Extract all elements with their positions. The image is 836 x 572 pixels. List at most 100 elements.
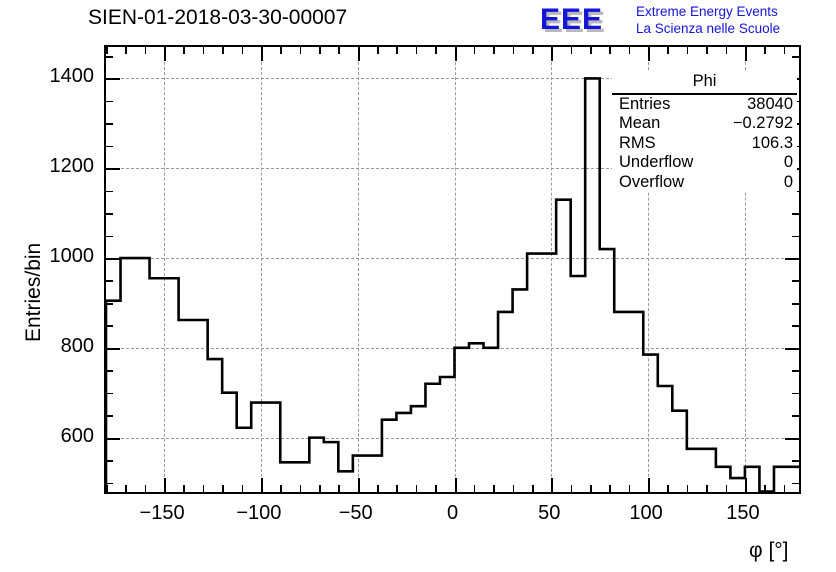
gridline-horizontal bbox=[106, 168, 799, 170]
axis-tick bbox=[686, 485, 689, 492]
axis-tick bbox=[792, 280, 799, 283]
axis-tick bbox=[125, 485, 127, 492]
stats-box: Phi Entries 38040 Mean −0.2792 RMS 106.3 Under… bbox=[612, 72, 797, 192]
axis-tick bbox=[396, 47, 398, 54]
stats-key: Overflow bbox=[619, 172, 685, 191]
axis-tick bbox=[144, 47, 147, 54]
stats-value: 0 bbox=[783, 153, 793, 171]
axis-tick bbox=[590, 485, 592, 492]
axis-tick bbox=[512, 47, 515, 54]
axis-tick bbox=[299, 485, 302, 492]
axis-tick bbox=[144, 485, 147, 492]
axis-tick bbox=[725, 485, 728, 492]
axis-tick bbox=[764, 47, 766, 54]
eee-logo-mark: EEE bbox=[540, 3, 604, 36]
axis-tick bbox=[531, 485, 534, 492]
axis-tick bbox=[280, 485, 282, 492]
axis-tick bbox=[792, 302, 799, 305]
axis-tick bbox=[706, 485, 708, 492]
axis-tick bbox=[396, 485, 398, 492]
axis-tick bbox=[260, 47, 263, 61]
axis-tick bbox=[473, 485, 476, 492]
axis-tick bbox=[792, 213, 799, 215]
gridline-vertical bbox=[164, 47, 166, 492]
gridline-horizontal bbox=[106, 437, 799, 439]
page-title: SIEN-01-2018-03-30-00007 bbox=[88, 6, 348, 29]
y-tick-label: 600 bbox=[60, 424, 94, 447]
stats-row: Overflow 0 bbox=[612, 173, 797, 193]
axis-tick bbox=[164, 478, 167, 492]
axis-tick bbox=[106, 47, 108, 54]
axis-tick bbox=[792, 392, 799, 395]
axis-tick bbox=[106, 145, 113, 148]
axis-tick bbox=[106, 213, 113, 215]
axis-tick bbox=[202, 485, 205, 492]
axis-tick bbox=[706, 47, 708, 54]
stats-row: Underflow 0 bbox=[612, 153, 797, 173]
gridline-horizontal bbox=[106, 258, 799, 260]
gridline-vertical bbox=[551, 47, 553, 492]
axis-tick bbox=[377, 47, 379, 54]
axis-tick bbox=[725, 47, 728, 54]
axis-tick bbox=[106, 482, 113, 485]
axis-tick bbox=[260, 478, 263, 492]
axis-tick bbox=[609, 485, 611, 492]
axis-tick bbox=[106, 392, 113, 395]
axis-tick bbox=[106, 100, 113, 103]
axis-tick bbox=[454, 478, 457, 492]
axis-tick bbox=[106, 302, 113, 305]
axis-tick bbox=[241, 47, 244, 54]
stats-row: RMS 106.3 bbox=[612, 134, 797, 154]
gridline-horizontal bbox=[106, 347, 799, 349]
y-tick-label: 1000 bbox=[49, 245, 95, 268]
axis-tick bbox=[792, 55, 799, 58]
stats-key: Mean bbox=[619, 114, 661, 132]
stats-title: Phi bbox=[612, 72, 797, 95]
stats-value: 0 bbox=[783, 172, 793, 191]
axis-tick bbox=[667, 47, 670, 54]
axis-tick bbox=[570, 47, 573, 54]
axis-tick bbox=[512, 485, 515, 492]
histogram-outline bbox=[106, 77, 799, 492]
gridline-horizontal bbox=[106, 78, 799, 80]
axis-tick bbox=[183, 47, 186, 54]
axis-tick bbox=[106, 55, 113, 58]
axis-tick bbox=[435, 485, 437, 492]
axis-tick bbox=[686, 47, 689, 54]
gridline-vertical bbox=[648, 47, 650, 492]
axis-tick bbox=[106, 78, 120, 81]
axis-tick bbox=[106, 123, 113, 125]
eee-logo-line2: La Scienza nelle Scuole bbox=[636, 21, 781, 36]
x-tick-label: −50 bbox=[338, 502, 373, 524]
axis-tick bbox=[338, 485, 340, 492]
axis-tick bbox=[106, 347, 120, 350]
axis-tick bbox=[764, 485, 766, 492]
plot-area bbox=[106, 47, 799, 492]
axis-tick bbox=[454, 47, 457, 61]
y-tick-label: 800 bbox=[60, 334, 94, 357]
axis-tick bbox=[493, 485, 495, 492]
axis-tick bbox=[106, 415, 113, 417]
axis-tick bbox=[106, 370, 113, 372]
axis-tick bbox=[241, 485, 244, 492]
stats-value: −0.2792 bbox=[732, 114, 793, 132]
gridline-vertical bbox=[454, 47, 456, 492]
axis-tick bbox=[106, 190, 113, 193]
axis-tick bbox=[785, 258, 799, 261]
axis-tick bbox=[493, 47, 495, 54]
axis-tick bbox=[590, 47, 592, 54]
axis-tick bbox=[792, 460, 799, 462]
axis-tick bbox=[667, 485, 670, 492]
axis-tick bbox=[785, 437, 799, 440]
stats-value: 38040 bbox=[747, 94, 793, 113]
axis-tick bbox=[106, 437, 120, 440]
axis-tick bbox=[280, 47, 282, 54]
axis-tick bbox=[792, 370, 799, 372]
axis-tick bbox=[783, 47, 786, 54]
axis-tick bbox=[222, 485, 224, 492]
gridline-vertical bbox=[260, 47, 262, 492]
axis-tick bbox=[435, 47, 437, 54]
axis-tick bbox=[570, 485, 573, 492]
stats-rows: Entries 38040 Mean −0.2792 RMS 106.3 Underflow… bbox=[612, 95, 797, 193]
